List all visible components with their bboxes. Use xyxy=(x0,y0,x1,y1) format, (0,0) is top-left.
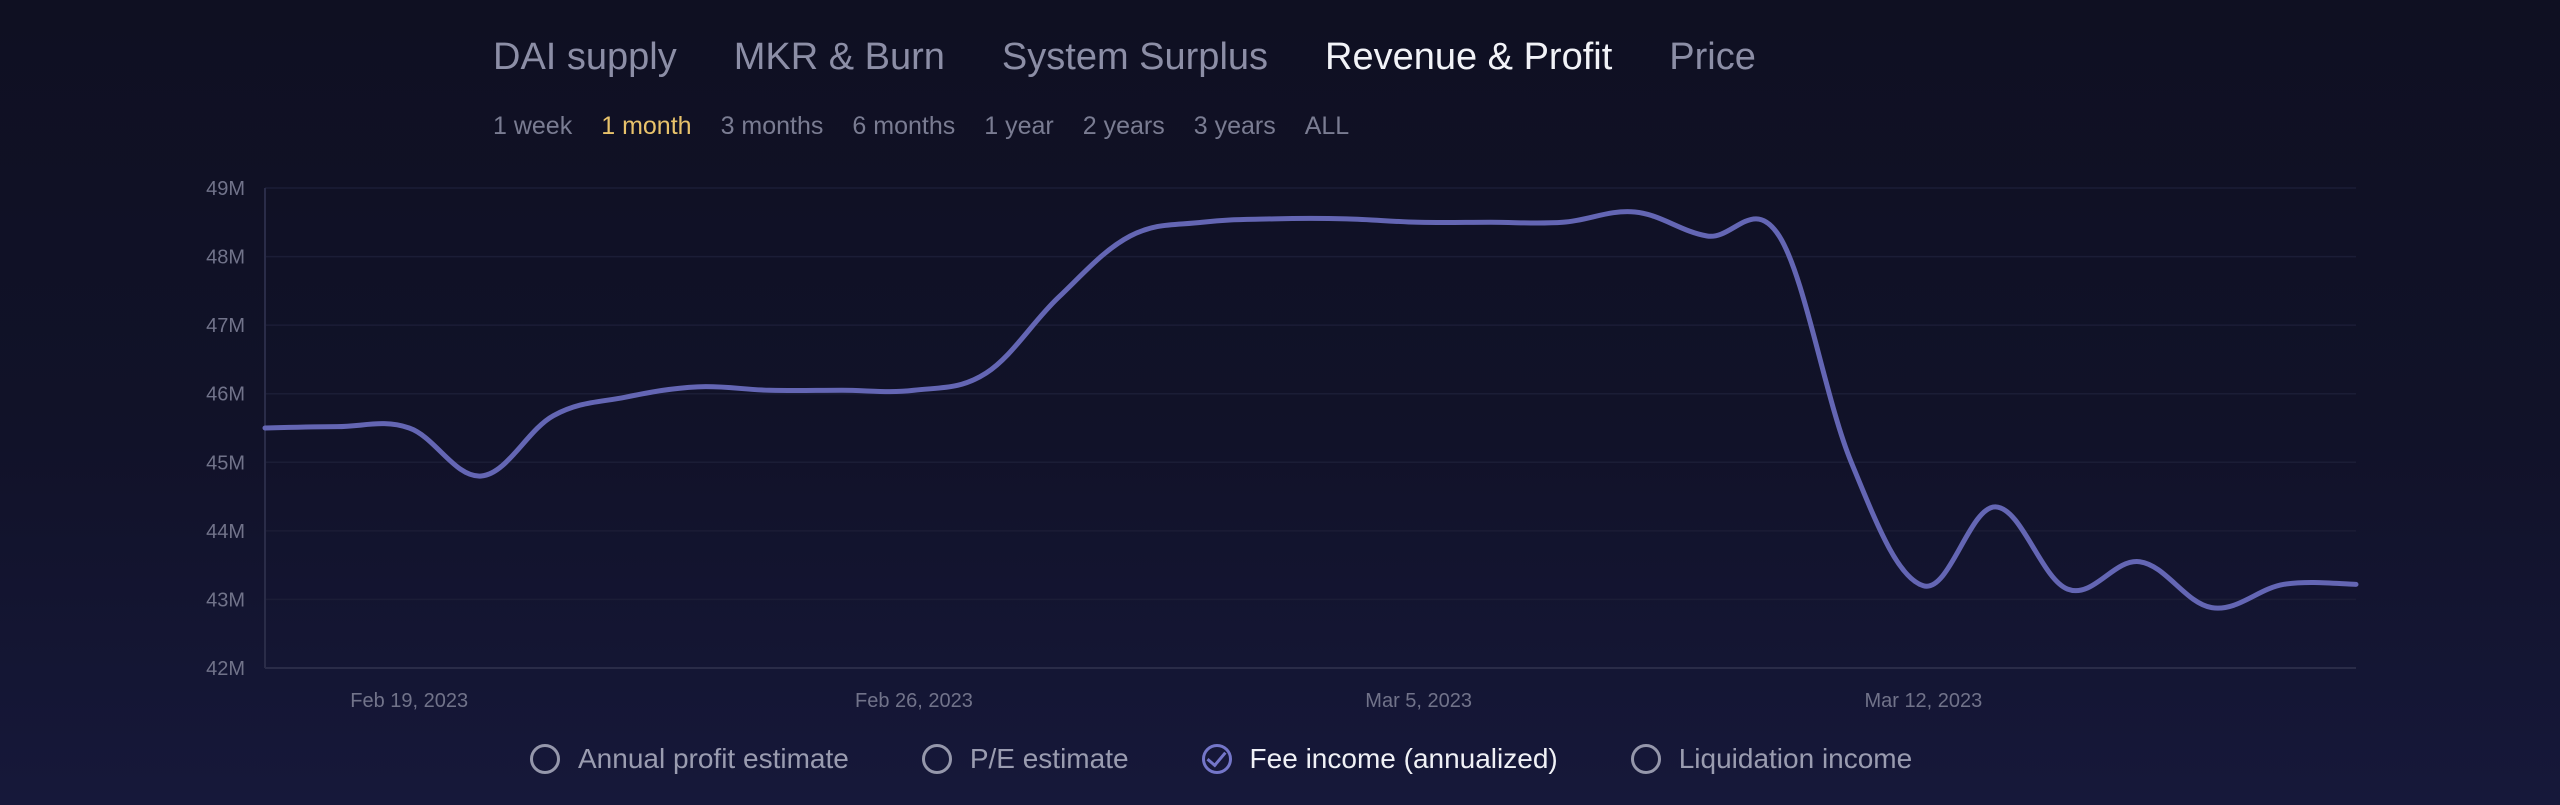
x-tick-label: Feb 26, 2023 xyxy=(855,690,973,712)
data-point xyxy=(478,473,484,479)
main-tabs: DAI supply MKR & Burn System Surplus Rev… xyxy=(493,36,1756,79)
data-point xyxy=(1560,219,1566,225)
range-1-month[interactable]: 1 month xyxy=(601,112,692,140)
x-tick-label: Feb 19, 2023 xyxy=(350,690,468,712)
data-point xyxy=(1920,583,1926,589)
data-point xyxy=(623,394,629,400)
data-point xyxy=(2353,581,2359,587)
range-3-months[interactable]: 3 months xyxy=(720,112,824,140)
data-point xyxy=(406,425,412,431)
data-point xyxy=(1344,216,1350,222)
data-point xyxy=(1488,219,1494,225)
data-point xyxy=(1271,216,1277,222)
data-point xyxy=(2065,586,2071,592)
checkmark-icon xyxy=(1206,746,1227,768)
range-1-week[interactable]: 1 week xyxy=(493,112,573,140)
x-tick-label: Mar 12, 2023 xyxy=(1864,690,1982,712)
data-point xyxy=(1632,209,1638,215)
chart-series xyxy=(262,209,2359,611)
tab-dai-supply[interactable]: DAI supply xyxy=(493,36,677,78)
range-all[interactable]: ALL xyxy=(1304,112,1350,140)
data-point xyxy=(334,424,340,430)
range-2-years[interactable]: 2 years xyxy=(1082,112,1165,140)
checked-radio-icon[interactable] xyxy=(1201,744,1232,774)
y-tick-label: 42M xyxy=(206,658,245,680)
y-tick-label: 48M xyxy=(206,247,245,269)
tab-revenue-profit[interactable]: Revenue & Profit xyxy=(1325,36,1613,78)
y-tick-label: 44M xyxy=(206,521,245,543)
data-point xyxy=(983,370,989,376)
data-point xyxy=(2281,581,2287,587)
legend-annual-profit-estimate[interactable]: Annual profit estimate xyxy=(530,743,849,775)
fee-income-line xyxy=(262,209,2359,611)
data-point xyxy=(262,425,268,431)
data-point xyxy=(1776,233,1782,239)
legend-label: Fee income (annualized) xyxy=(1249,743,1558,774)
y-tick-label: 45M xyxy=(206,452,245,474)
data-point xyxy=(1416,219,1422,225)
data-point xyxy=(2209,605,2215,611)
chart-legend: Annual profit estimate P/E estimate Fee … xyxy=(530,743,1912,775)
data-point xyxy=(839,387,845,393)
chart-grid xyxy=(264,187,2356,669)
range-1-year[interactable]: 1 year xyxy=(984,112,1054,140)
data-point xyxy=(2137,559,2143,565)
range-tabs: 1 week 1 month 3 months 6 months 1 year … xyxy=(493,112,1349,141)
data-point xyxy=(1704,233,1710,239)
y-tick-label: 43M xyxy=(206,589,245,611)
data-point xyxy=(911,387,917,393)
tab-mkr-burn[interactable]: MKR & Burn xyxy=(733,36,945,78)
data-point xyxy=(1199,219,1205,225)
chart-axes: 42M 43M 44M 45M 46M 47M 48M 49M Feb 19, 2023 Feb … xyxy=(206,178,1982,712)
tab-price[interactable]: Price xyxy=(1669,36,1756,78)
legend-pe-estimate[interactable]: P/E estimate xyxy=(921,743,1129,775)
data-point xyxy=(1127,233,1133,239)
legend-liquidation-income[interactable]: Liquidation income xyxy=(1630,743,1913,775)
range-6-months[interactable]: 6 months xyxy=(852,112,956,140)
legend-label: Liquidation income xyxy=(1678,743,1913,774)
data-point xyxy=(1992,504,1998,510)
data-point xyxy=(1055,295,1061,301)
radio-icon[interactable] xyxy=(921,744,952,774)
tab-system-surplus[interactable]: System Surplus xyxy=(1001,36,1269,78)
y-tick-label: 46M xyxy=(206,384,245,406)
data-point xyxy=(695,384,701,390)
legend-label: P/E estimate xyxy=(969,743,1129,774)
legend-fee-income[interactable]: Fee income (annualized) xyxy=(1201,743,1558,775)
x-tick-label: Mar 5, 2023 xyxy=(1365,690,1472,712)
data-point xyxy=(550,413,556,419)
radio-icon[interactable] xyxy=(1630,744,1661,774)
data-point xyxy=(767,387,773,393)
legend-label: Annual profit estimate xyxy=(578,743,849,774)
data-point xyxy=(1848,459,1854,465)
y-tick-label: 47M xyxy=(206,315,245,337)
range-3-years[interactable]: 3 years xyxy=(1193,112,1276,140)
y-tick-label: 49M xyxy=(206,178,245,200)
radio-icon[interactable] xyxy=(530,744,560,774)
